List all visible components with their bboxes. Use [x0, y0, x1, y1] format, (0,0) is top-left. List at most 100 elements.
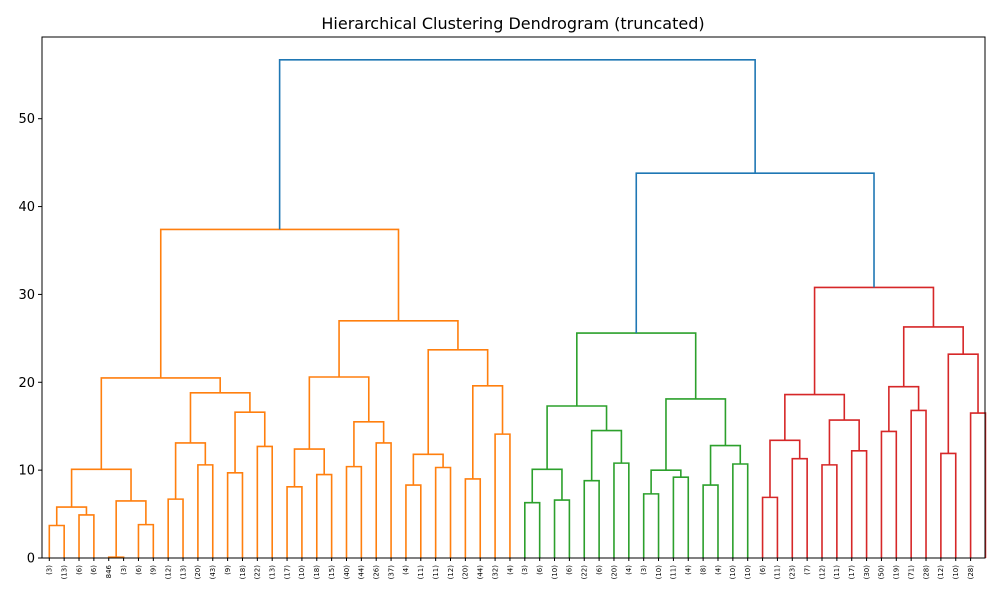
- leaf-label: (37): [387, 565, 395, 580]
- dendrogram-link-green: [576, 332, 697, 407]
- leaf-label: (9): [224, 565, 232, 575]
- leaf-label: (6): [566, 565, 574, 575]
- dendrogram-link-red: [813, 286, 935, 395]
- leaf-label: (13): [60, 565, 68, 580]
- dendrogram-link-orange: [189, 392, 251, 443]
- leaf-label: (23): [789, 565, 797, 580]
- y-tick-label: 50: [18, 112, 35, 127]
- leaf-label: (6): [759, 565, 767, 575]
- leaf-label: (22): [254, 565, 262, 580]
- leaf-label: (20): [462, 565, 470, 580]
- leaf-label: (28): [967, 565, 975, 580]
- leaf-label: 846: [105, 564, 113, 578]
- leaf-label: (6): [135, 565, 143, 575]
- leaf-label: (17): [283, 565, 291, 580]
- leaf-label: (4): [625, 565, 633, 575]
- dendrogram-link-red: [910, 409, 927, 558]
- leaf-label: (3): [640, 565, 648, 575]
- leaf-label: (4): [714, 565, 722, 575]
- leaf-label: (17): [848, 565, 856, 580]
- dendrogram-link-red: [828, 419, 860, 465]
- dendrogram-link-red: [947, 353, 979, 454]
- dendrogram-link-orange: [197, 464, 214, 558]
- dendrogram-link-green: [583, 479, 600, 558]
- dendrogram-link-orange: [256, 445, 273, 558]
- leaf-label: (18): [239, 565, 247, 580]
- leaf-label: (12): [447, 565, 455, 580]
- leaf-label: (18): [313, 565, 321, 580]
- dendrogram-link-orange: [472, 384, 504, 479]
- leaf-label: (10): [298, 565, 306, 580]
- dendrogram-link-orange: [100, 377, 221, 470]
- dendrogram-link-red: [784, 393, 846, 441]
- chart-title: Hierarchical Clustering Dendrogram (trun…: [321, 14, 704, 33]
- leaf-label: (3): [521, 565, 529, 575]
- leaf-label: (40): [343, 565, 351, 580]
- leaf-label: (13): [268, 565, 276, 580]
- dendrogram-link-orange: [315, 473, 333, 558]
- leaf-label: (3): [46, 565, 54, 575]
- y-tick-label: 0: [27, 552, 35, 567]
- dendrogram-link-green: [613, 462, 630, 558]
- y-tick-label: 10: [18, 464, 35, 479]
- leaf-label: (10): [655, 565, 663, 580]
- leaf-label: (30): [863, 565, 871, 580]
- leaf-label: (11): [774, 565, 782, 580]
- leaf-label: (28): [922, 565, 930, 580]
- dendrogram-link-orange: [412, 453, 444, 486]
- dendrogram-link-red: [940, 452, 957, 558]
- leaf-label: (44): [477, 565, 485, 580]
- dendrogram-link-red: [769, 439, 801, 498]
- dendrogram-link-green: [732, 463, 749, 558]
- dendrogram-link-orange: [234, 411, 266, 473]
- dendrogram-link-red: [888, 385, 920, 432]
- leaf-label: (71): [907, 565, 915, 580]
- dendrogram-link-orange: [48, 524, 65, 558]
- dendrogram-link-green: [590, 429, 623, 481]
- dendrogram-link-orange: [434, 466, 452, 558]
- dendrogram-link-orange: [338, 319, 459, 378]
- y-tick-label: 30: [18, 288, 35, 303]
- dendrogram-link-orange: [137, 523, 155, 558]
- dendrogram-link-green: [672, 476, 690, 558]
- dendrogram-link-orange: [427, 348, 489, 455]
- dendrogram-link-orange: [405, 484, 422, 558]
- dendrogram-link-orange: [464, 478, 482, 558]
- leaf-label: (43): [209, 565, 217, 580]
- dendrogram-link-red: [969, 412, 987, 558]
- leaf-label: (6): [75, 565, 83, 575]
- dendrogram-links: [48, 59, 987, 558]
- dendrogram-link-orange: [353, 421, 385, 467]
- dendrogram-link-blue: [278, 59, 756, 230]
- dendrogram-link-green: [709, 444, 742, 486]
- leaf-label: (12): [818, 565, 826, 580]
- leaf-label: (22): [581, 565, 589, 580]
- leaf-label: (11): [432, 565, 440, 580]
- x-axis-leaf-labels: (3) (13) (6) (6) 846 (3) (6) (9) (12) (13) (20) (43…: [46, 558, 975, 579]
- leaf-label: (44): [358, 565, 366, 580]
- dendrogram-link-orange: [174, 442, 207, 500]
- dendrogram-link-red: [761, 496, 779, 558]
- dendrogram-link-green: [702, 484, 719, 558]
- y-axis: 0 10 20 30 40 50: [18, 112, 42, 567]
- leaf-label: (10): [744, 565, 752, 580]
- dendrogram-link-red: [791, 457, 808, 558]
- leaf-label: (7): [803, 565, 811, 575]
- leaf-label: (11): [417, 565, 425, 580]
- leaf-label: (6): [595, 565, 603, 575]
- dendrogram-link-red: [902, 326, 964, 387]
- leaf-label: (4): [685, 565, 693, 575]
- leaf-label: (13): [179, 565, 187, 580]
- leaf-label: (32): [491, 565, 499, 580]
- dendrogram-link-orange: [375, 442, 392, 558]
- leaf-label: (20): [610, 565, 618, 580]
- leaf-label: (10): [952, 565, 960, 580]
- dendrogram-link-red: [850, 450, 868, 558]
- dendrogram-link-green: [524, 501, 541, 558]
- dendrogram-link-blue: [635, 172, 875, 334]
- leaf-label: (11): [833, 565, 841, 580]
- leaf-label: (11): [670, 565, 678, 580]
- leaf-label: (19): [893, 565, 901, 580]
- dendrogram-link-green: [553, 499, 571, 558]
